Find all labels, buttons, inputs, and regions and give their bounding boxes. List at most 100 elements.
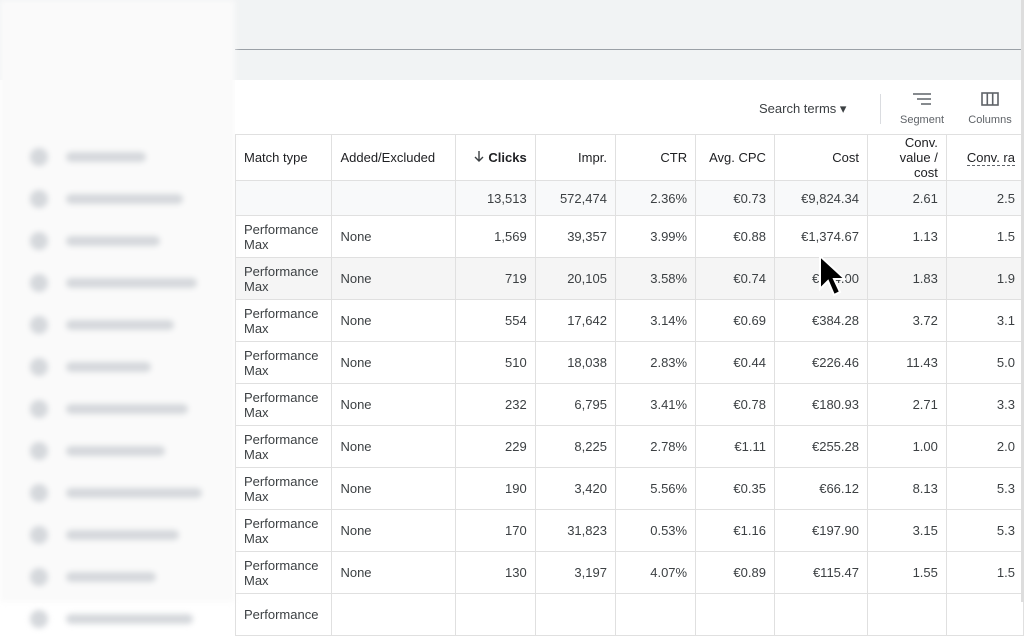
cell: €0.44	[695, 341, 775, 384]
cell: 39,357	[534, 215, 616, 258]
blur-text	[66, 572, 156, 582]
header-text: Avg. CPC	[709, 150, 766, 165]
column-header[interactable]: Impr.	[534, 134, 616, 181]
cell: 13,513	[455, 180, 536, 216]
cell	[773, 593, 868, 636]
blur-icon	[30, 232, 48, 250]
cell: Performance Max	[234, 383, 333, 426]
blur-icon	[30, 358, 48, 376]
cell	[614, 593, 697, 636]
cell: 1.9	[945, 257, 1024, 300]
cell: Performance Max	[234, 509, 333, 552]
cell: Performance Max	[234, 467, 333, 510]
header-text: Conv. value / cost	[899, 135, 938, 180]
cell: €0.35	[695, 467, 775, 510]
cell: 0.53%	[614, 509, 697, 552]
side-panel-blurred	[0, 0, 235, 628]
cell: None	[331, 425, 457, 468]
cell: 572,474	[534, 180, 616, 216]
column-header[interactable]: CTR	[614, 134, 697, 181]
cell: 2.83%	[614, 341, 697, 384]
cell: Performance	[234, 593, 333, 636]
cell: 3,197	[534, 551, 616, 594]
cell: 2.71	[866, 383, 947, 426]
blur-icon	[30, 190, 48, 208]
cell: Performance Max	[234, 257, 333, 300]
header-text: Added/Excluded	[340, 150, 436, 165]
data-row: Performance Max None 130 3,197 4.07% €0.89 €11…	[234, 551, 1024, 594]
cell: €1.11	[695, 425, 775, 468]
cell: Performance Max	[234, 551, 333, 594]
search-terms-dropdown[interactable]: Search terms ▾	[759, 101, 847, 116]
data-row: Performance Max None 170 31,823 0.53% €1.16 €1…	[234, 509, 1024, 552]
blur-icon	[30, 316, 48, 334]
cell: 719	[455, 257, 536, 300]
cell: None	[331, 509, 457, 552]
cell: €0.88	[695, 215, 775, 258]
cell: 8.13	[866, 467, 947, 510]
column-header[interactable]: Avg. CPC	[695, 134, 775, 181]
column-header[interactable]: Match type	[234, 134, 333, 181]
cell	[534, 593, 616, 636]
cell: 8,225	[534, 425, 616, 468]
column-header[interactable]: Conv. value / cost	[866, 134, 947, 181]
segment-button[interactable]: Segment	[899, 114, 945, 126]
cell: 2.78%	[614, 425, 697, 468]
blur-text	[66, 404, 188, 414]
header-text: Impr.	[578, 150, 607, 165]
header-row: Match type Added/Excluded Clicks Impr. CTR Av…	[234, 134, 1024, 181]
data-row: Performance Max None 229 8,225 2.78% €1.11 €25…	[234, 425, 1024, 468]
cell: 3.72	[866, 299, 947, 342]
blur-text	[66, 194, 183, 204]
cell: 2.36%	[614, 180, 697, 216]
cell: 4.07%	[614, 551, 697, 594]
totals-row: 13,513 572,474 2.36% €0.73 €9,824.34 2.61 2.5	[234, 180, 1024, 216]
data-row: Performance Max None 1,569 39,357 3.99% €0.88…	[234, 215, 1024, 258]
cell: €384.28	[773, 299, 868, 342]
cell	[455, 593, 536, 636]
mouse-cursor	[819, 254, 846, 297]
blur-icon	[30, 610, 48, 628]
cell: Performance Max	[234, 425, 333, 468]
cell: Performance Max	[234, 341, 333, 384]
cell: 510	[455, 341, 536, 384]
cell: €0.69	[695, 299, 775, 342]
cell: None	[331, 467, 457, 510]
blur-icon	[30, 526, 48, 544]
cell: None	[331, 341, 457, 384]
cell: None	[331, 383, 457, 426]
cell	[866, 593, 947, 636]
header-text: Conv. ra	[966, 150, 1015, 166]
column-header[interactable]: Added/Excluded	[331, 134, 457, 181]
data-row: Performance Max None 232 6,795 3.41% €0.78 €18…	[234, 383, 1024, 426]
search-terms-table: Match type Added/Excluded Clicks Impr. CTR Av…	[234, 134, 1024, 636]
cell	[945, 593, 1024, 636]
cell: None	[331, 257, 457, 300]
column-header[interactable]: Clicks	[455, 134, 536, 181]
cell: 3.3	[945, 383, 1024, 426]
cell: 1.13	[866, 215, 947, 258]
cell: 170	[455, 509, 536, 552]
header-text: Cost	[832, 150, 859, 165]
cell: 5.0	[945, 341, 1024, 384]
cell: 232	[455, 383, 536, 426]
sort-arrow	[474, 151, 484, 162]
column-header[interactable]: Cost	[773, 134, 868, 181]
cell: 5.56%	[614, 467, 697, 510]
divider	[235, 49, 1024, 50]
cell: 1.5	[945, 215, 1024, 258]
cell: €226.46	[773, 341, 868, 384]
cell: 130	[455, 551, 536, 594]
columns-button[interactable]: Columns	[968, 114, 1012, 126]
data-row: Performance Max None 510 18,038 2.83% €0.44 €2…	[234, 341, 1024, 384]
cell: 5.3	[945, 509, 1024, 552]
header-text: CTR	[660, 150, 688, 165]
blur-text	[66, 362, 151, 372]
cell: €0.73	[695, 180, 775, 216]
column-header[interactable]: Conv. ra	[945, 134, 1024, 181]
blur-text	[66, 236, 160, 246]
toolbar: Search terms ▾ Segment Columns	[235, 80, 1024, 134]
cell: 6,795	[534, 383, 616, 426]
cell: 554	[455, 299, 536, 342]
